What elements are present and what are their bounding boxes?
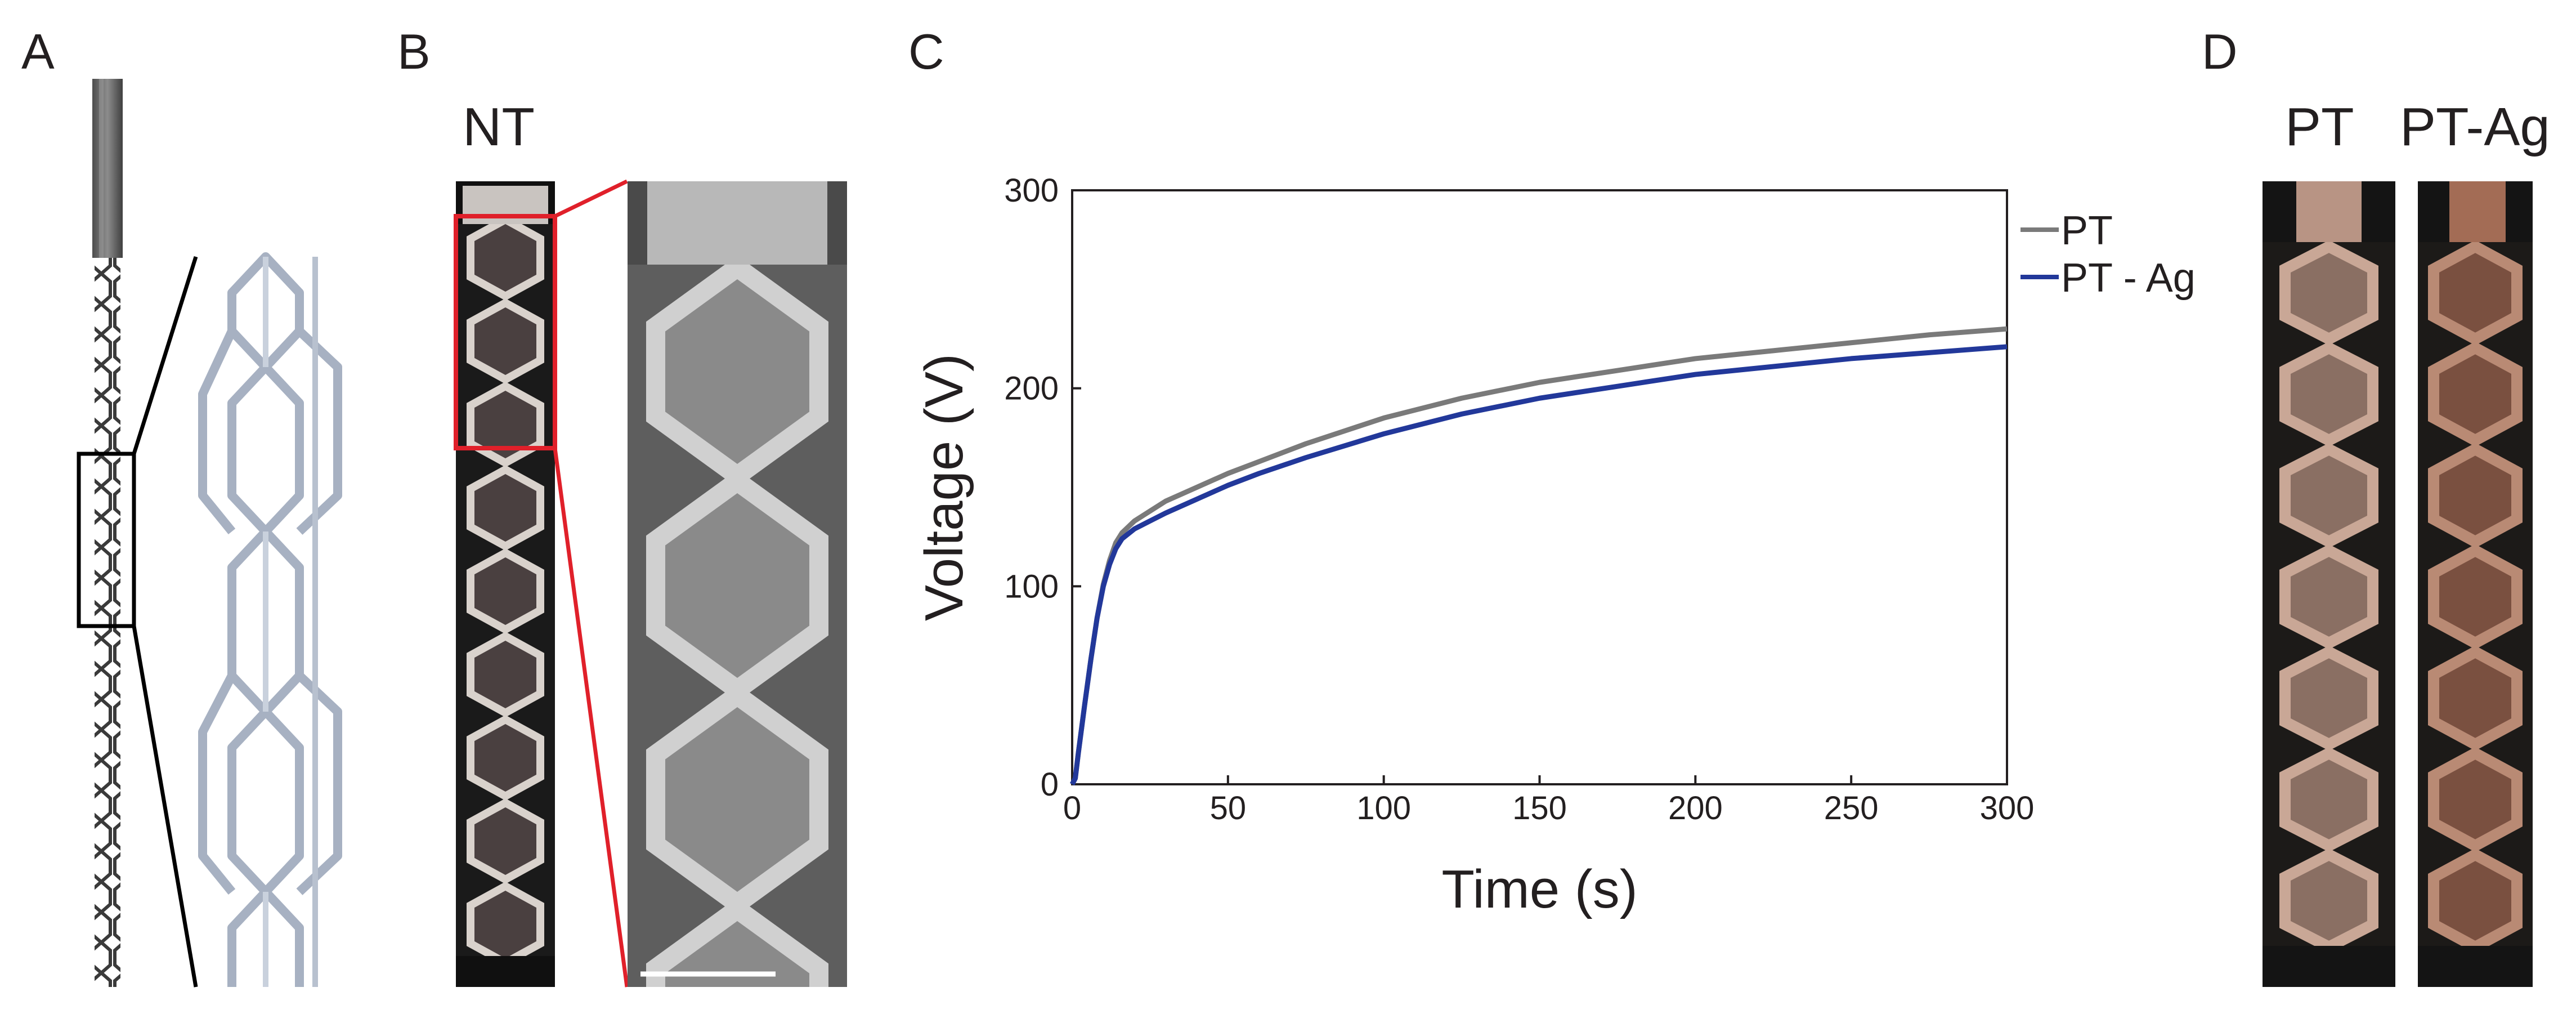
highlight-line-top bbox=[554, 179, 628, 218]
nt-label: NT bbox=[463, 97, 535, 157]
y-tick-label: 0 bbox=[1041, 766, 1059, 803]
panel-letter-d: D bbox=[2202, 24, 2238, 79]
y-tick-label: 100 bbox=[1004, 568, 1059, 605]
x-tick-label: 100 bbox=[1356, 790, 1411, 827]
zoom-source-box bbox=[77, 452, 136, 628]
highlight-box bbox=[454, 214, 557, 450]
lattice-solid-section bbox=[92, 79, 123, 258]
legend-label: PT - Ag bbox=[2061, 256, 2196, 301]
zoom-line-bottom bbox=[132, 626, 198, 988]
panel-letter-b: B bbox=[397, 24, 431, 79]
x-axis-label: Time (s) bbox=[1441, 859, 1637, 919]
y-tick-label: 300 bbox=[1004, 172, 1059, 209]
zoom-line-top bbox=[132, 256, 198, 455]
x-tick-label: 150 bbox=[1512, 790, 1567, 827]
zoomed-lattice bbox=[198, 252, 342, 987]
pt-label: PT bbox=[2285, 97, 2354, 157]
y-tick-label: 200 bbox=[1004, 370, 1059, 407]
x-tick-label: 50 bbox=[1210, 790, 1247, 827]
lattice-chain bbox=[95, 258, 120, 987]
y-axis-label: Voltage (V) bbox=[914, 354, 974, 621]
x-tick-label: 200 bbox=[1668, 790, 1723, 827]
x-tick-label: 300 bbox=[1980, 790, 2035, 827]
series-line-pt-ag bbox=[1070, 344, 2008, 786]
highlight-line-bottom bbox=[553, 448, 629, 988]
legend-label: PT bbox=[2061, 208, 2113, 253]
x-tick-label: 250 bbox=[1824, 790, 1879, 827]
pt-ag-label: PT-Ag bbox=[2400, 97, 2550, 157]
panel-letter-c: C bbox=[908, 24, 944, 79]
x-tick-label: 0 bbox=[1063, 790, 1081, 827]
plot-frame bbox=[1071, 189, 2008, 785]
panel-letter-a: A bbox=[21, 24, 55, 79]
